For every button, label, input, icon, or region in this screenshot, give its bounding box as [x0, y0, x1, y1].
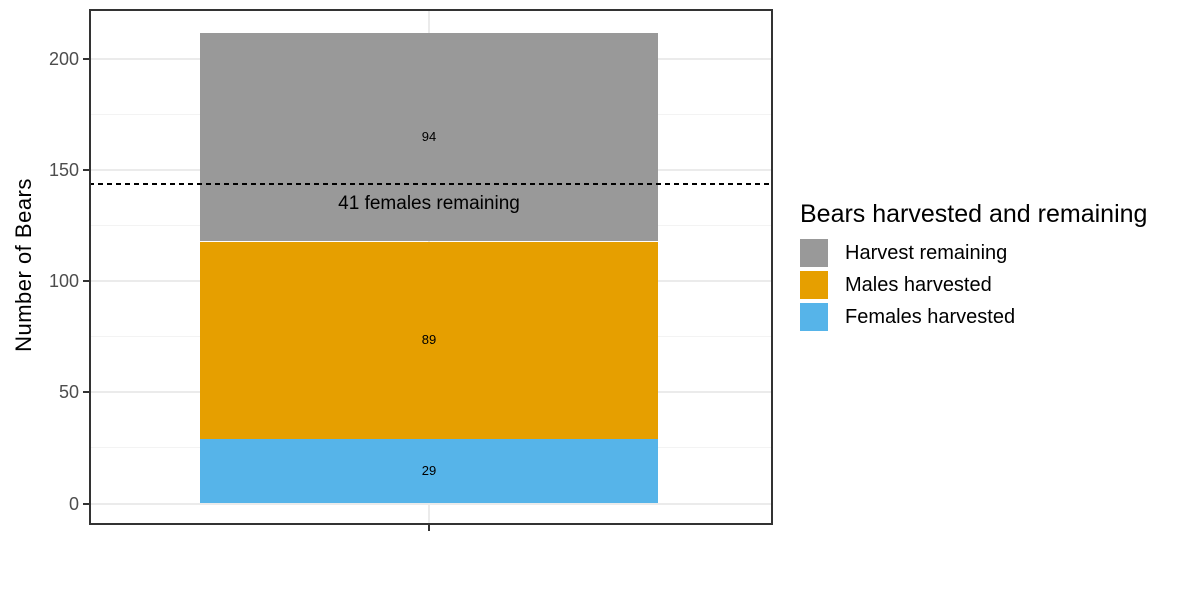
y-tick-mark [83, 391, 89, 394]
legend-item-label: Females harvested [845, 306, 1016, 328]
y-tick-mark [83, 502, 89, 505]
legend-swatch [800, 271, 828, 299]
y-tick-label: 200 [48, 49, 79, 70]
legend-items: Harvest remaining Males harvested Females … [800, 239, 1198, 331]
legend: Bears harvested and remaining Harvest re… [800, 200, 1198, 335]
y-axis-title: Number of Bears [11, 178, 36, 352]
segment-value-label: 94 [421, 129, 437, 145]
plot-panel: 29 89 94 41 females remaining [89, 9, 773, 525]
legend-title: Bears harvested and remaining [800, 200, 1148, 228]
y-tick-label: 100 [48, 271, 79, 292]
segment-value-label: 89 [421, 332, 437, 348]
y-tick-mark [83, 58, 89, 61]
legend-swatch [800, 303, 828, 331]
legend-item: Males harvested [800, 271, 1198, 299]
y-tick-label: 0 [68, 493, 79, 514]
reference-line-dashed [89, 183, 773, 185]
legend-swatch [800, 239, 828, 267]
segment-value-label: 29 [421, 463, 437, 479]
bar-segment-males-harvested [200, 241, 658, 440]
bar-segment-females-harvested [200, 439, 658, 504]
x-tick-mark [428, 525, 430, 531]
y-tick-label: 50 [58, 382, 79, 403]
legend-item: Females harvested [800, 303, 1198, 331]
gridline-major [89, 502, 773, 505]
legend-item: Harvest remaining [800, 239, 1198, 267]
reference-line-label: 41 females remaining [338, 192, 520, 214]
y-tick-mark [83, 169, 89, 172]
y-tick-mark [83, 280, 89, 283]
y-tick-label: 150 [48, 160, 79, 181]
legend-item-label: Males harvested [845, 274, 992, 296]
legend-item-label: Harvest remaining [845, 242, 1008, 264]
bar-segment-harvest-remaining [200, 32, 658, 242]
